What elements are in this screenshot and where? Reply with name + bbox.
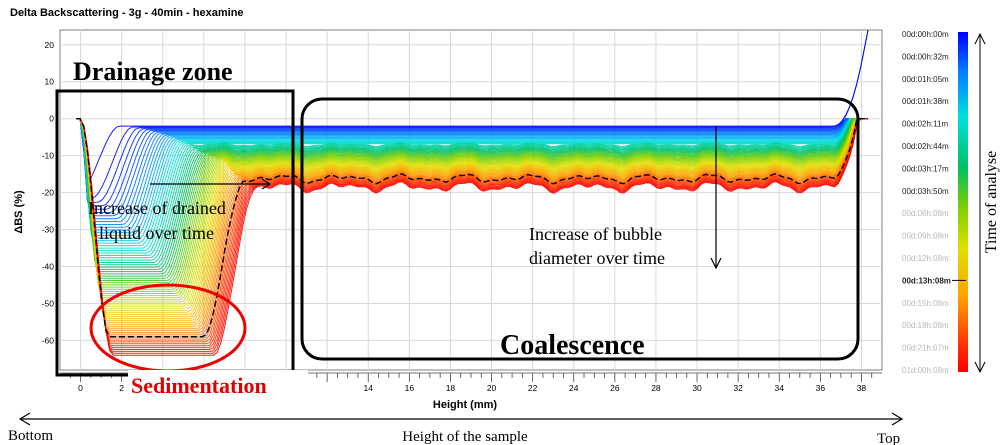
x-tick-label: 0 (78, 383, 83, 393)
y-tick-label: -40 (42, 262, 55, 272)
time-legend-title: Time of analyse (983, 151, 1000, 254)
drained-liquid-line2: liquid over time (99, 223, 214, 243)
time-legend-labels: 00d:00h:00m 00d:00h:32m 00d:01h:05m 00d:01h… (902, 30, 966, 375)
y-tick-label: -20 (42, 188, 55, 198)
time-legend-label: 00d:15h:08m (902, 299, 949, 308)
time-colorbar (958, 32, 968, 372)
x-tick-label: 18 (446, 383, 456, 393)
time-legend-label: 00d:09h:08m (902, 232, 949, 241)
bubble-diameter-line1: Increase of bubble (529, 224, 662, 244)
time-legend-label: 00d:06h:08m (902, 209, 949, 218)
x-tick-label: 22 (528, 383, 538, 393)
time-legend-label: 00d:03h:50m (902, 187, 949, 196)
drainage-zone-label: Drainage zone (73, 57, 233, 86)
top-label: Top (877, 431, 900, 445)
x-tick-label: 26 (610, 383, 620, 393)
y-tick-label: -10 (42, 151, 55, 161)
time-legend-label: 00d:21h:07m (902, 344, 949, 353)
x-tick-label: 36 (816, 383, 826, 393)
time-legend-label: 00d:02h:11m (902, 120, 948, 129)
x-tick-label: 14 (364, 383, 374, 393)
y-tick-label: 10 (45, 77, 55, 87)
time-legend-label: 00d:02h:44m (902, 142, 949, 151)
time-legend-label: 00d:13h:08m (902, 276, 951, 285)
sedimentation-label: Sedimentation (131, 373, 267, 398)
time-legend-label: 00d:00h:00m (902, 30, 949, 39)
drained-liquid-line1: Increase of drained (88, 198, 226, 218)
x-tick-label: 16 (405, 383, 415, 393)
x-tick-label: 38 (857, 383, 867, 393)
y-tick-label: -30 (42, 225, 55, 235)
time-legend-label: 00d:00h:32m (902, 52, 949, 61)
bottom-label: Bottom (8, 428, 53, 444)
x-axis-label: Height (mm) (433, 399, 498, 411)
y-tick-label: -60 (42, 335, 55, 345)
y-axis-label: ΔBS (%) (13, 190, 25, 234)
y-tick-label: -50 (42, 298, 55, 308)
x-tick-label: 24 (569, 383, 579, 393)
x-tick-label: 28 (651, 383, 661, 393)
y-tick-label: 0 (49, 114, 54, 124)
time-legend-label: 00d:12h:08m (902, 254, 949, 263)
bubble-diameter-line2: diameter over time (529, 248, 665, 268)
chart-title: Delta Backscattering - 3g - 40min - hexa… (10, 7, 244, 19)
y-tick-label: 20 (45, 40, 55, 50)
coalescence-label: Coalescence (500, 330, 645, 361)
time-legend-label: 00d:18h:08m (902, 321, 949, 330)
x-tick-label: 30 (692, 383, 702, 393)
x-tick-label: 32 (733, 383, 743, 393)
x-tick-label: 2 (119, 383, 124, 393)
time-legend-label: 01d:00h:08m (902, 366, 949, 375)
sample-height-arrow (20, 413, 902, 425)
time-legend-label: 00d:01h:38m (902, 97, 949, 106)
time-legend-label: 00d:01h:05m (902, 75, 949, 84)
x-tick-label: 20 (487, 383, 497, 393)
height-of-sample-label: Height of the sample (402, 429, 528, 445)
y-axis: 20 10 0 -10 -20 -30 -40 -50 -60 (42, 40, 55, 346)
time-legend-label: 00d:03h:17m (902, 164, 949, 173)
x-tick-label: 34 (775, 383, 785, 393)
